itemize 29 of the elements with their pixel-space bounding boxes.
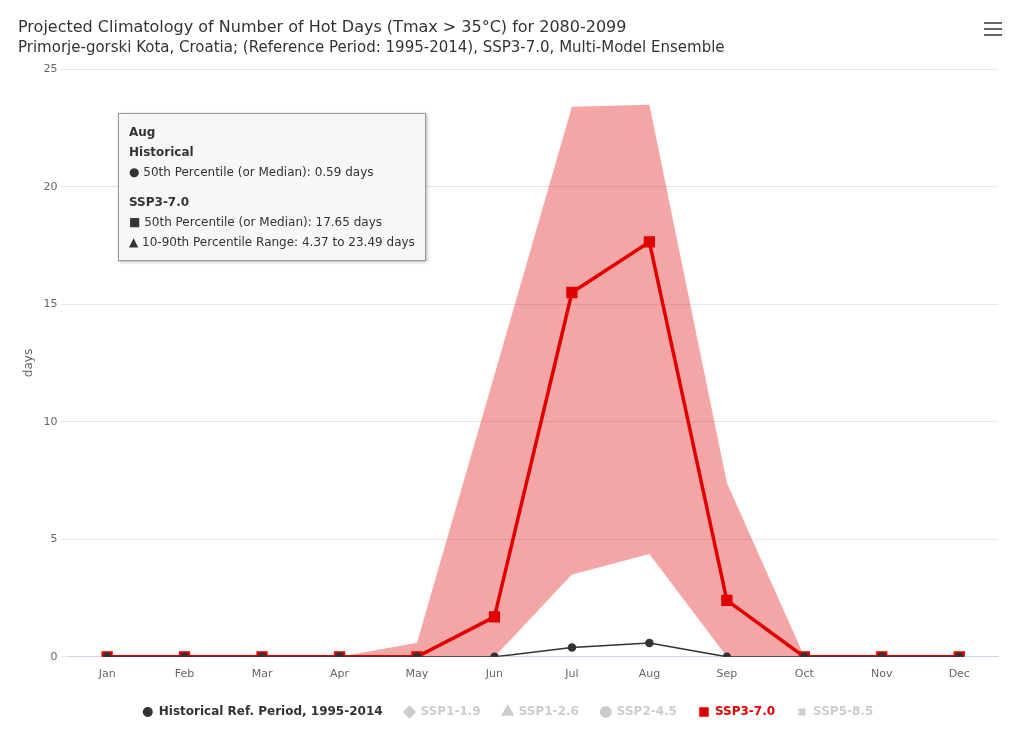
annotation: Historical xyxy=(129,144,195,161)
y-tick-label: 5 xyxy=(50,532,58,546)
y-tick-label: 20 xyxy=(43,179,58,193)
y-tick-label: 25 xyxy=(43,62,58,76)
chart-subtitle: Primorje-gorski Kota, Croatia; (Reference Period: 1995-2014), SSP3-7.0, Multi-Model Ensemble xyxy=(18,38,725,57)
annotation: SSP3-7.0 xyxy=(129,194,191,211)
x-tick-label: Oct xyxy=(794,667,815,681)
y-tick-label: 15 xyxy=(43,297,58,311)
x-tick-label: Feb xyxy=(174,667,195,681)
x-tick-label: Sep xyxy=(716,667,738,681)
y-tick-label: 0 xyxy=(50,649,58,663)
x-tick-label: Apr xyxy=(330,667,350,681)
legend-label: Historical Ref. Period, 1995-2014 xyxy=(158,704,383,719)
chart-title: Projected Climatology of Number of Hot Days (Tmax > 35°C) for 2080-2099 xyxy=(18,16,627,36)
x-tick-label: Aug xyxy=(638,667,661,681)
annotation: ▲ 10-90th Percentile Range: 4.37 to 23.49 days xyxy=(129,234,415,251)
legend-label: SSP3-7.0 xyxy=(714,704,776,719)
x-tick-label: Jun xyxy=(484,667,504,681)
annotation: ● 50th Percentile (or Median): 0.59 days xyxy=(129,164,375,181)
y-axis-title: days xyxy=(21,348,36,378)
x-tick-label: Nov xyxy=(871,667,894,681)
x-tick-label: Jul xyxy=(564,667,579,681)
x-tick-label: Jan xyxy=(97,667,116,681)
x-tick-label: May xyxy=(405,667,429,681)
x-tick-label: Dec xyxy=(948,667,970,681)
annotation: ■ 50th Percentile (or Median): 17.65 days xyxy=(129,214,383,231)
y-tick-label: 10 xyxy=(43,414,58,428)
x-tick-label: Mar xyxy=(251,667,273,681)
annotation: Aug xyxy=(129,124,157,141)
